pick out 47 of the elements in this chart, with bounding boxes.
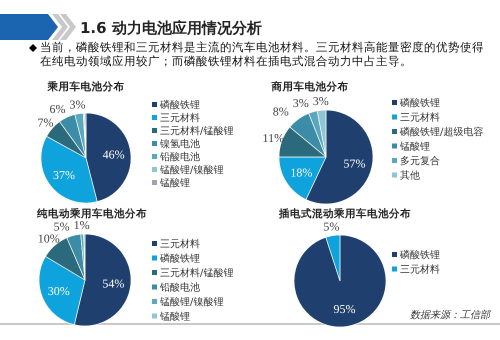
legend-label: 磷酸铁锂 [159, 252, 200, 264]
legend-label: 锰酸锂 [399, 140, 430, 152]
data-label: 54% [102, 276, 124, 290]
data-label: 3% [292, 96, 309, 110]
data-label: 6% [50, 102, 66, 116]
data-label: 30% [48, 284, 70, 298]
legend-label: 锰酸锂 [159, 310, 190, 322]
legend-label: 铅酸电池 [159, 282, 200, 294]
legend-label: 三元材料 [160, 112, 200, 124]
data-label: 18% [290, 166, 312, 180]
chart-title: 纯电动乘用车电池分布 [36, 207, 147, 220]
legend-label: 锰酸锂/镍酸锂 [159, 296, 224, 308]
text: 1.6 动力电池应用情况分析 [80, 19, 262, 37]
chart-title: 乘用车电池分布 [46, 80, 124, 93]
legend-label: 三元材料/锰酸锂 [160, 125, 234, 137]
data-label: 10% [38, 232, 60, 246]
data-label: 8% [272, 104, 289, 119]
legend-label: 其他 [400, 170, 420, 182]
text: 当前，磷酸铁锂和三元材料是主流的汽车电池材料。三元材料高能量密度的优势使得在纯电动领域应用较广；而磷酸铁锂材料在插电式混合动力中占主导。 [40, 40, 484, 68]
data-label: 7% [37, 115, 54, 130]
source-note: 数据来源：工信部 [410, 309, 492, 321]
legend-label: 磷酸铁锂 [399, 97, 440, 109]
data-label: 3% [70, 98, 86, 112]
legend-label: 磷酸铁锂 [399, 249, 440, 261]
data-label: 11% [262, 131, 284, 146]
data-label: 57% [343, 156, 366, 170]
legend-label: 磷酸铁锂 [159, 99, 200, 111]
data-label: 3% [312, 94, 329, 108]
pie-slice [294, 234, 386, 328]
data-label: 37% [52, 168, 75, 182]
data-label: 5% [323, 220, 340, 234]
legend-label: 三元材料 [400, 112, 440, 124]
legend-label: 镍氢电池 [159, 138, 200, 150]
legend-label: 多元复合 [400, 155, 440, 167]
legend-label: 三元材料/锰酸锂 [160, 267, 234, 279]
chart-title: 插电式混动乘用车电池分布 [278, 207, 411, 220]
legend-label: 三元材料 [400, 264, 440, 276]
legend-label: 三元材料 [160, 238, 200, 250]
data-label: 1% [74, 218, 90, 232]
legend-label: 锰酸锂/镍酸锂 [159, 164, 224, 176]
chart-title: 商用车电池分布 [270, 80, 348, 93]
data-label: 46% [102, 148, 125, 162]
data-label: 5% [54, 220, 70, 234]
legend-label: 锰酸锂 [159, 177, 190, 189]
data-label: 95% [333, 302, 356, 316]
legend-label: 铅酸电池 [159, 151, 200, 163]
legend-label: 磷酸铁锂/超级电容 [399, 126, 484, 138]
